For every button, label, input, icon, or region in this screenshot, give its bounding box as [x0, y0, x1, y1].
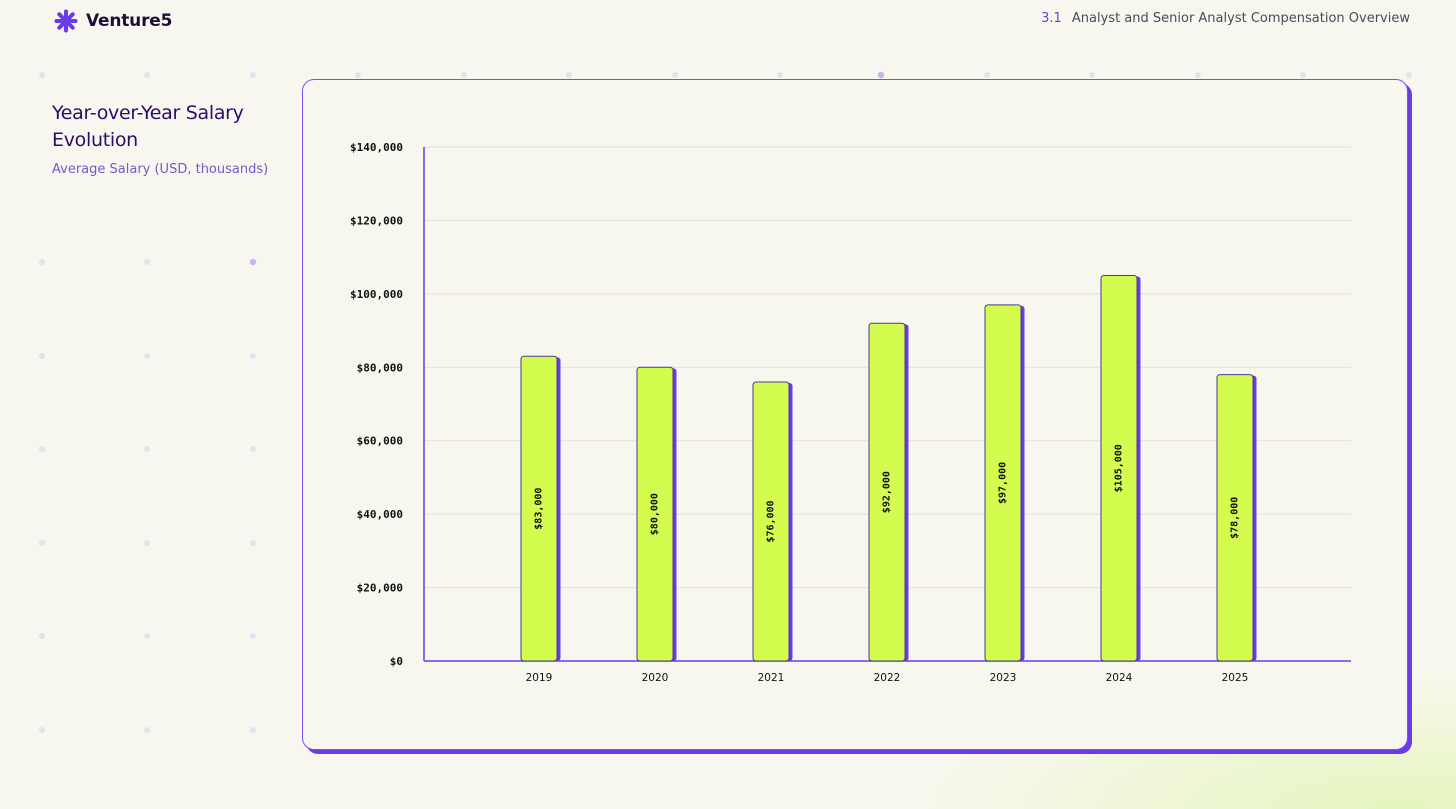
bar-data-label: $97,000: [998, 462, 1009, 504]
bar-data-label: $78,000: [1230, 497, 1241, 539]
section-number: 3.1: [1041, 11, 1062, 26]
background-dot: [144, 353, 150, 359]
background-dot: [1195, 72, 1201, 78]
background-dot: [39, 353, 45, 359]
background-dot: [250, 353, 256, 359]
background-dot: [250, 72, 256, 78]
bar-group: $78,000: [1217, 375, 1257, 661]
background-dot: [355, 72, 361, 78]
bar-group: $97,000: [985, 305, 1025, 661]
asterisk-logo-icon: [54, 9, 78, 33]
chart-heading: Year-over-Year Salary Evolution: [52, 100, 282, 154]
background-dot: [1406, 72, 1412, 78]
page-header: Venture5 3.1 Analyst and Senior Analyst …: [0, 0, 1456, 40]
bar-data-label: $105,000: [1114, 444, 1125, 492]
chart-card: $0 $20,000 $40,000 $60,000 $80,000 $100,000 $1…: [302, 79, 1408, 750]
background-dot: [461, 72, 467, 78]
y-tick-label: $0: [390, 655, 403, 668]
bar-data-label: $92,000: [882, 471, 893, 513]
y-tick-label: $100,000: [350, 288, 403, 301]
background-dot: [1300, 72, 1306, 78]
background-dot: [1089, 72, 1095, 78]
background-dot: [144, 259, 150, 265]
x-tick-label: 2024: [1106, 672, 1133, 684]
bar-data-label: $83,000: [534, 488, 545, 530]
background-dot: [144, 727, 150, 733]
background-dot: [39, 727, 45, 733]
y-tick-label: $120,000: [350, 214, 403, 227]
salary-bar-chart: $0 $20,000 $40,000 $60,000 $80,000 $100,000 $1…: [303, 80, 1409, 751]
chart-description: Year-over-Year Salary Evolution Average …: [52, 100, 282, 177]
background-dot: [39, 446, 45, 452]
bar-group: $80,000: [637, 367, 677, 661]
chart-subheading: Average Salary (USD, thousands): [52, 162, 282, 177]
background-dot: [250, 540, 256, 546]
background-dot: [250, 446, 256, 452]
y-tick-label: $60,000: [357, 435, 403, 448]
bar-group: $83,000: [521, 356, 561, 661]
brand-name: Venture5: [86, 11, 172, 31]
background-dot: [250, 633, 256, 639]
x-tick-label: 2020: [642, 672, 669, 684]
background-dot: [984, 72, 990, 78]
background-dot: [566, 72, 572, 78]
background-dot: [144, 72, 150, 78]
x-tick-label: 2022: [874, 672, 901, 684]
x-tick-label: 2019: [526, 672, 553, 684]
background-dot: [144, 633, 150, 639]
background-dot: [672, 72, 678, 78]
x-tick-label: 2021: [758, 672, 785, 684]
y-tick-label: $140,000: [350, 141, 403, 154]
x-tick-label: 2025: [1222, 672, 1249, 684]
y-tick-label: $20,000: [357, 582, 403, 595]
background-dot: [39, 259, 45, 265]
background-dot: [144, 540, 150, 546]
bar-group: $92,000: [869, 323, 909, 661]
background-dot: [39, 633, 45, 639]
section-breadcrumb: 3.1 Analyst and Senior Analyst Compensat…: [1041, 11, 1410, 26]
background-dot: [250, 259, 256, 265]
bar-data-label: $76,000: [766, 500, 777, 542]
background-dot: [878, 72, 884, 78]
section-title: Analyst and Senior Analyst Compensation …: [1072, 11, 1410, 26]
background-dot: [777, 72, 783, 78]
background-dot: [250, 727, 256, 733]
background-dot: [39, 72, 45, 78]
brand-logo[interactable]: Venture5: [54, 8, 172, 34]
bar-group: $105,000: [1101, 276, 1141, 662]
bar-group: $76,000: [753, 382, 793, 661]
bar-data-label: $80,000: [650, 493, 661, 535]
y-tick-label: $40,000: [357, 508, 403, 521]
x-tick-label: 2023: [990, 672, 1017, 684]
background-dot: [144, 446, 150, 452]
background-dot: [39, 540, 45, 546]
y-tick-label: $80,000: [357, 361, 403, 374]
